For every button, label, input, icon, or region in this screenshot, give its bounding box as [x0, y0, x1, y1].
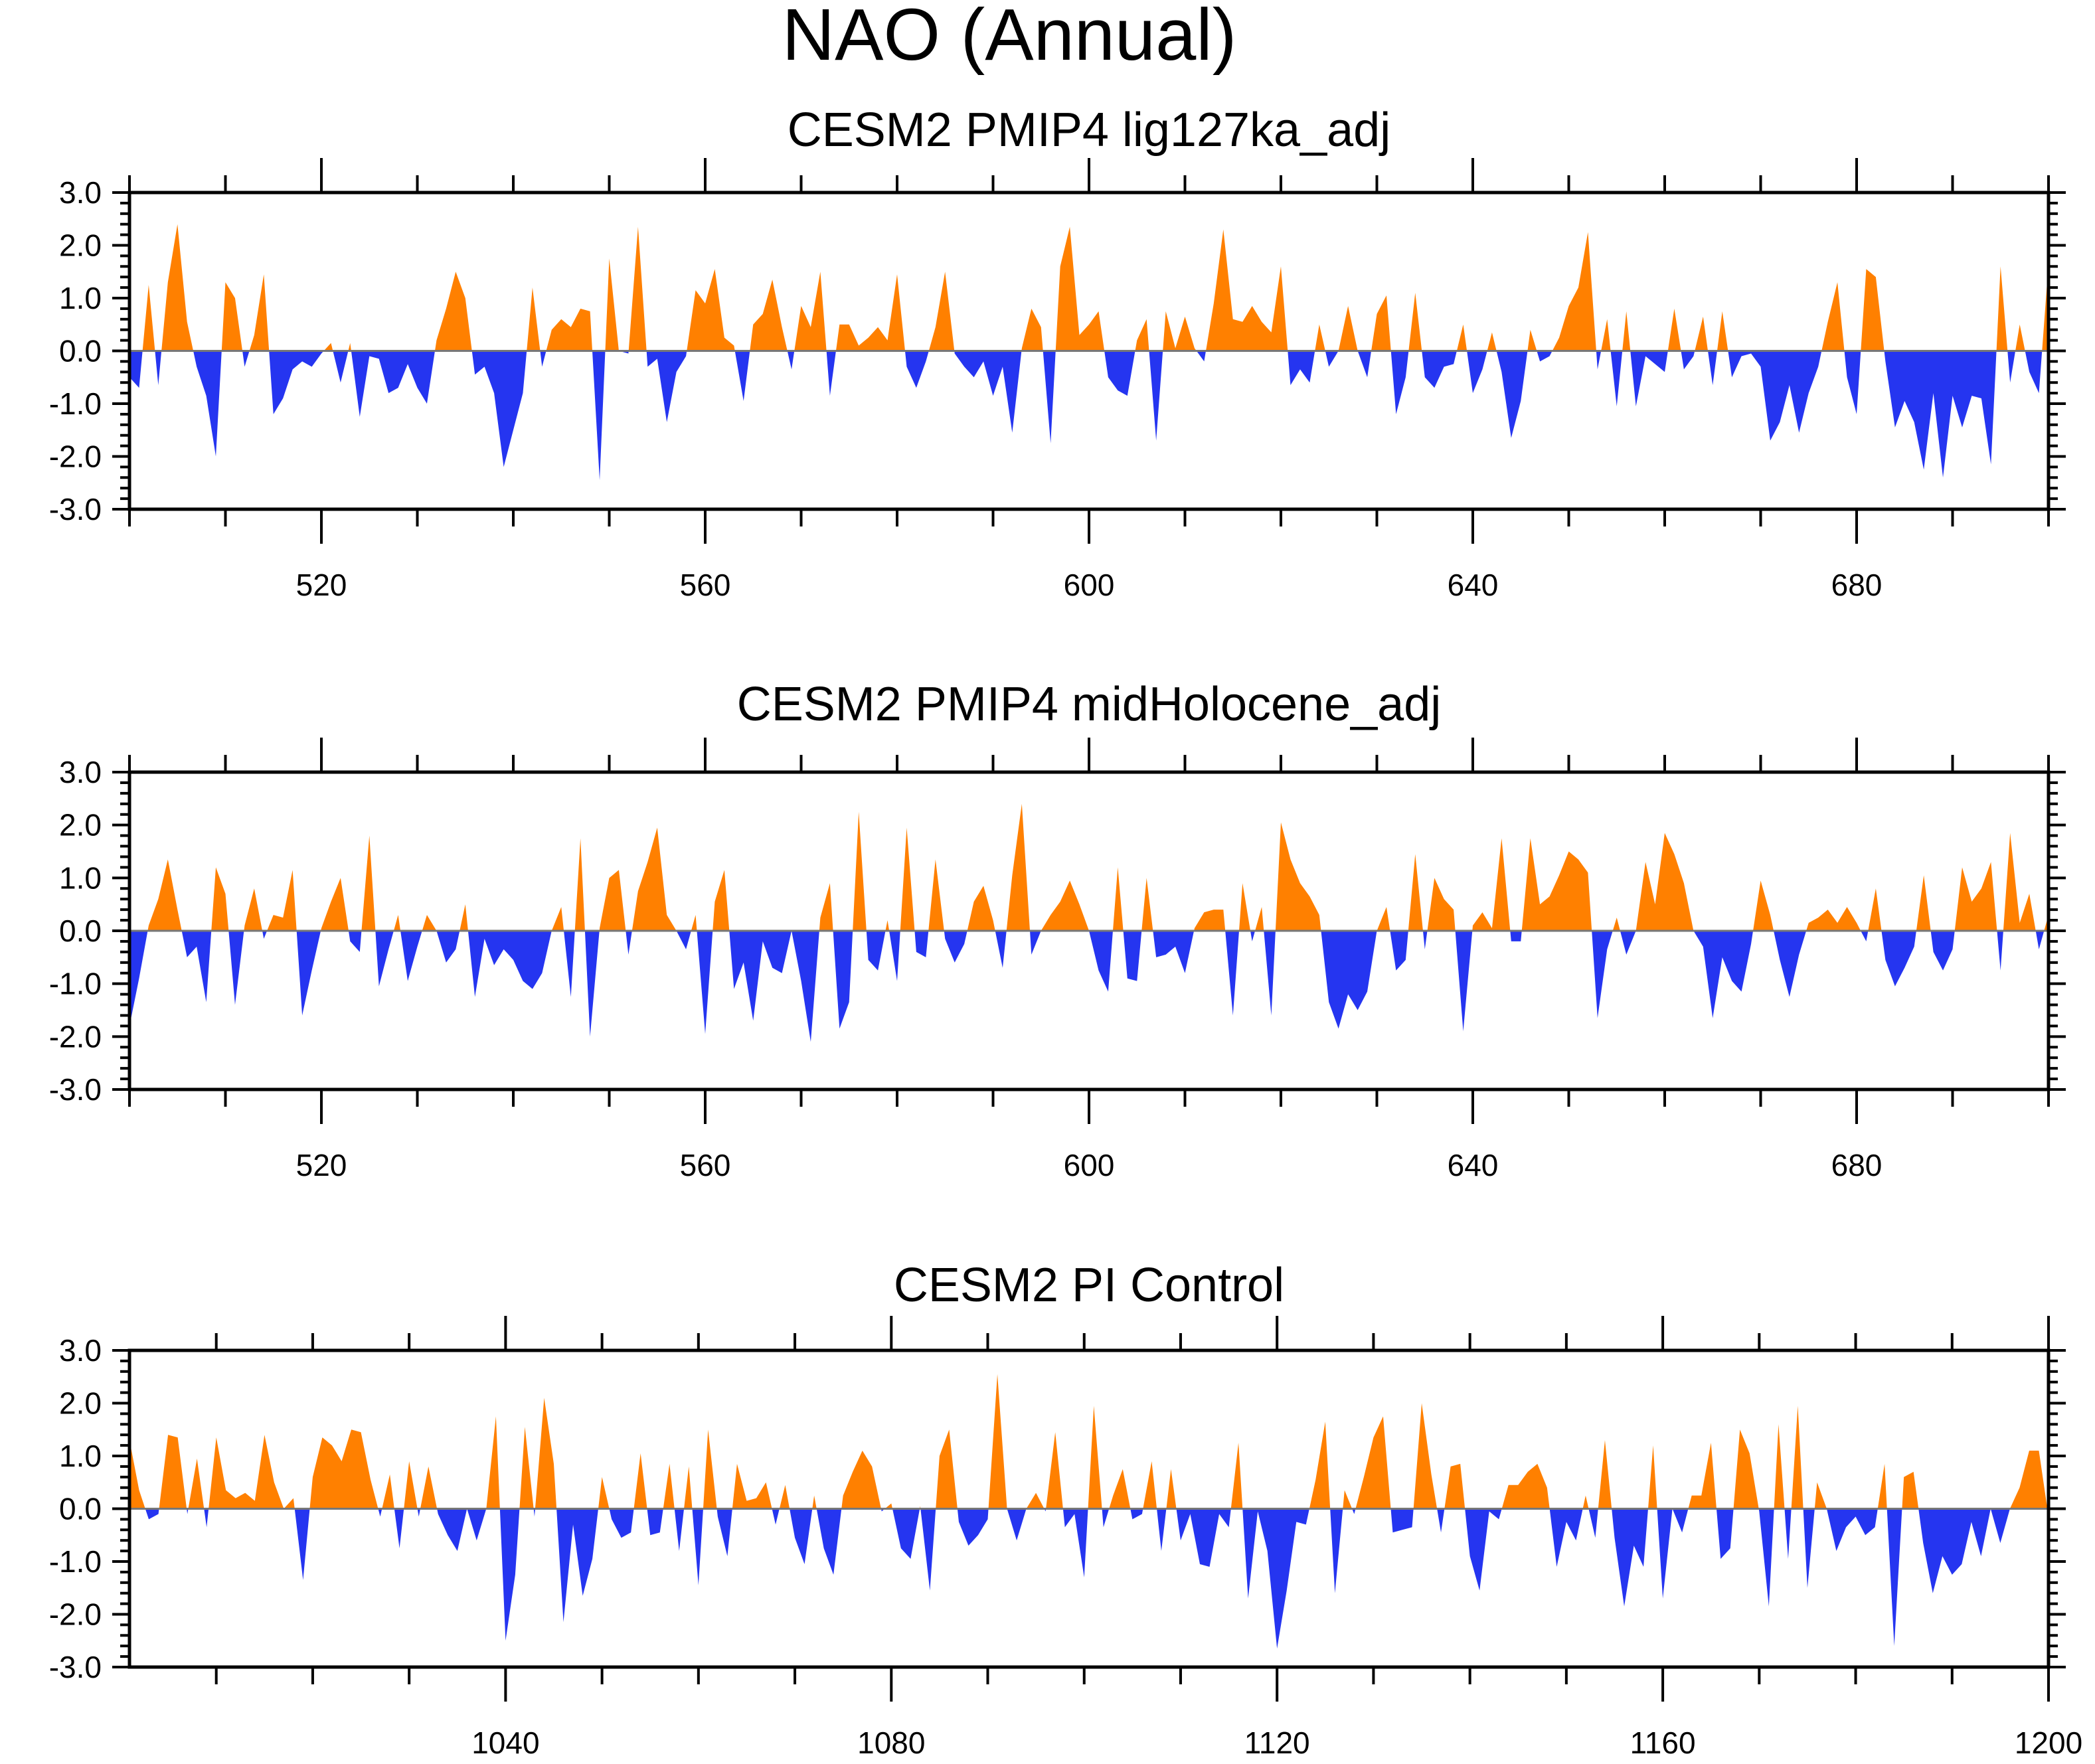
panel-2: CESM2 PMIP4 midHolocene_adj -3.0 -2.0 -1.0 0… [49, 678, 2066, 1182]
y-tick-label: -2.0 [49, 1597, 102, 1632]
x-tick-label: 600 [1064, 1148, 1115, 1182]
panel-3: CESM2 PI Control -3.0 -2.0 -1.0 0.0 1.0 2.0 3.0… [49, 1259, 2082, 1760]
positive-area [129, 224, 2049, 351]
x-tick-label: 640 [1448, 1148, 1499, 1182]
positive-area [129, 803, 2049, 931]
y-tick-label: 0.0 [59, 914, 102, 948]
panel-title: CESM2 PMIP4 lig127ka_adj [788, 104, 1390, 157]
y-tick-label: 3.0 [59, 175, 102, 210]
y-tick-label: 1.0 [59, 281, 102, 315]
y-tick-label: -2.0 [49, 1019, 102, 1054]
x-tick-label: 1160 [1630, 1725, 1696, 1760]
panel-title: CESM2 PMIP4 midHolocene_adj [737, 678, 1442, 731]
x-tick-label: 640 [1448, 568, 1499, 602]
y-tick-label: -1.0 [49, 386, 102, 421]
y-tick-label: 3.0 [59, 755, 102, 789]
positive-area [129, 1374, 2049, 1509]
negative-area [129, 1508, 2049, 1649]
x-tick-label: 680 [1831, 1148, 1883, 1182]
x-tick-label: 560 [680, 1148, 731, 1182]
x-tick-label: 560 [680, 568, 731, 602]
y-tick-label: -1.0 [49, 1544, 102, 1579]
y-tick-label: 0.0 [59, 334, 102, 368]
y-tick-label: 1.0 [59, 1439, 102, 1473]
y-tick-label: 2.0 [59, 1386, 102, 1421]
y-tick-label: -3.0 [49, 1650, 102, 1684]
x-tick-label: 680 [1831, 568, 1883, 602]
panel-1: CESM2 PMIP4 lig127ka_adj -3.0 -2.0 -1.0 0.0 1… [49, 104, 2066, 602]
y-tick-label: 2.0 [59, 228, 102, 263]
y-tick-label: -3.0 [49, 1072, 102, 1107]
x-tick-label: 1040 [471, 1725, 539, 1760]
y-tick-label: 0.0 [59, 1492, 102, 1526]
y-tick-label: -2.0 [49, 440, 102, 474]
figure-title: NAO (Annual) [782, 0, 1237, 76]
y-tick-label: 2.0 [59, 808, 102, 842]
y-tick-label: -3.0 [49, 492, 102, 526]
x-tick-label: 1120 [1244, 1725, 1310, 1760]
y-tick-label: 1.0 [59, 860, 102, 895]
x-tick-label: 1080 [857, 1725, 925, 1760]
x-tick-label: 520 [296, 568, 347, 602]
y-tick-label: -1.0 [49, 967, 102, 1001]
y-tick-label: 3.0 [59, 1333, 102, 1368]
x-tick-label: 1200 [2015, 1725, 2082, 1760]
panels: CESM2 PMIP4 lig127ka_adj -3.0 -2.0 -1.0 0.0 1… [49, 104, 2082, 1760]
x-tick-label: 600 [1064, 568, 1115, 602]
negative-area [129, 351, 2049, 481]
x-tick-label: 520 [296, 1148, 347, 1182]
panel-title: CESM2 PI Control [894, 1259, 1284, 1312]
